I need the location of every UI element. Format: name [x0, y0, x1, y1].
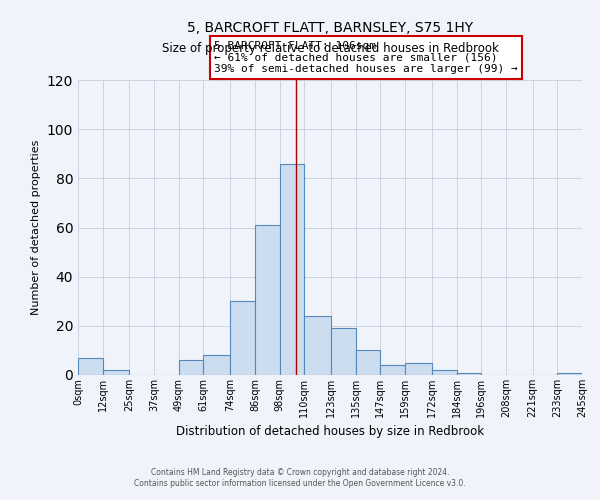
Bar — [380, 365, 405, 375]
Text: Size of property relative to detached houses in Redbrook: Size of property relative to detached ho… — [161, 42, 499, 55]
Bar — [331, 328, 356, 375]
X-axis label: Distribution of detached houses by size in Redbrook: Distribution of detached houses by size … — [176, 426, 484, 438]
Text: 5 BARCROFT FLATT: 106sqm
← 61% of detached houses are smaller (156)
39% of semi-: 5 BARCROFT FLATT: 106sqm ← 61% of detach… — [214, 41, 518, 74]
Text: Contains HM Land Registry data © Crown copyright and database right 2024.
Contai: Contains HM Land Registry data © Crown c… — [134, 468, 466, 487]
Bar — [432, 370, 457, 375]
Bar — [179, 360, 203, 375]
Bar — [203, 356, 230, 375]
Bar — [304, 316, 331, 375]
Bar — [103, 370, 130, 375]
Bar — [457, 372, 481, 375]
Bar — [255, 225, 280, 375]
Bar — [405, 362, 432, 375]
Bar — [557, 372, 582, 375]
Bar — [230, 301, 255, 375]
Bar — [280, 164, 304, 375]
Text: 5, BARCROFT FLATT, BARNSLEY, S75 1HY: 5, BARCROFT FLATT, BARNSLEY, S75 1HY — [187, 21, 473, 35]
Y-axis label: Number of detached properties: Number of detached properties — [31, 140, 41, 315]
Bar — [356, 350, 380, 375]
Bar — [78, 358, 103, 375]
